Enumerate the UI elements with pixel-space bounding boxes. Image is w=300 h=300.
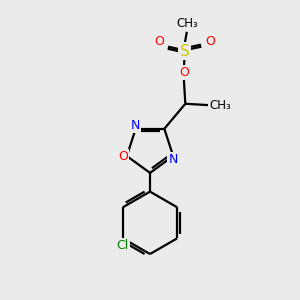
Text: N: N	[131, 119, 140, 132]
Text: O: O	[179, 66, 189, 79]
Text: CH₃: CH₃	[209, 99, 231, 112]
Text: S: S	[180, 44, 189, 59]
Text: CH₃: CH₃	[176, 17, 198, 30]
Text: O: O	[206, 35, 215, 48]
Text: O: O	[118, 149, 128, 163]
Text: Cl: Cl	[116, 239, 128, 252]
Text: N: N	[169, 153, 178, 166]
Text: O: O	[154, 35, 164, 48]
